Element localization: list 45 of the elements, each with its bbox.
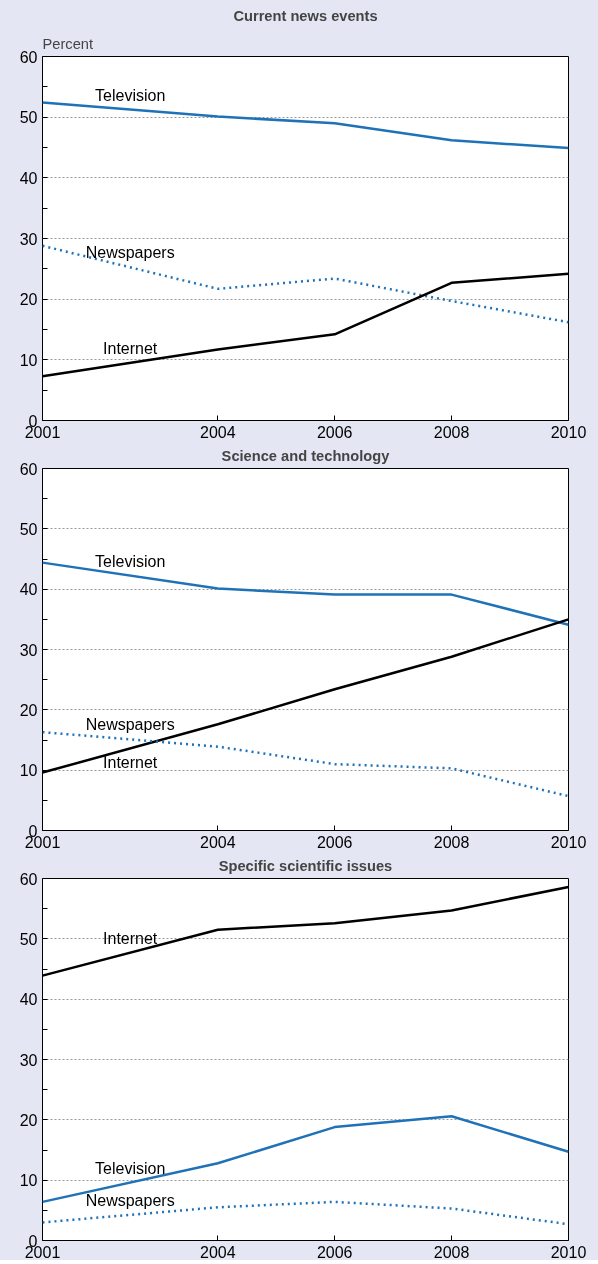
chart-title: Science and technology <box>221 447 391 464</box>
series-label: Television <box>95 1159 166 1177</box>
x-tick-label: 2004 <box>200 423 236 441</box>
x-tick-label: 2008 <box>433 423 470 441</box>
y-tick-label: 10 <box>19 762 38 780</box>
y-tick-label: 30 <box>19 1051 38 1069</box>
y-tick-label: 60 <box>19 460 38 478</box>
y-tick-label: 20 <box>19 1111 38 1129</box>
chart-title: Specific scientific issues <box>218 857 393 874</box>
chart-title: Current news events <box>233 7 378 24</box>
line-series <box>42 244 569 324</box>
x-tick-label: 2006 <box>316 833 353 851</box>
x-tick-label: 2006 <box>316 423 353 441</box>
series-label: Television <box>95 552 166 570</box>
y-tick-label: 40 <box>19 169 38 187</box>
x-tick-label: 2010 <box>550 833 587 851</box>
y-tick-label: 30 <box>19 230 38 248</box>
series-label: Newspapers <box>85 1191 175 1209</box>
x-tick-label: 2010 <box>550 1243 587 1261</box>
y-tick-label: 60 <box>19 48 38 66</box>
x-tick-label: 2008 <box>433 833 470 851</box>
y-tick-label: 10 <box>19 1172 38 1190</box>
y-axis-title: Percent <box>42 35 94 52</box>
series-label: Newspapers <box>85 716 175 734</box>
series-label: Internet <box>103 339 158 357</box>
y-tick-label: 20 <box>19 701 38 719</box>
x-tick-label: 2004 <box>200 1243 236 1261</box>
x-tick-label: 2006 <box>316 1243 353 1261</box>
x-tick-label: 2008 <box>433 1243 470 1261</box>
x-tick-label: 2004 <box>200 833 236 851</box>
series-label: Internet <box>103 929 158 947</box>
y-tick-label: 20 <box>19 291 38 309</box>
series-label: Newspapers <box>85 244 175 262</box>
y-tick-label: 40 <box>19 991 38 1009</box>
y-tick-label: 40 <box>19 581 38 599</box>
series-label: Television <box>95 86 166 104</box>
line-series <box>42 101 569 150</box>
y-tick-label: 50 <box>19 520 38 538</box>
y-tick-label: 60 <box>19 870 38 888</box>
y-tick-label: 30 <box>19 641 38 659</box>
y-tick-label: 50 <box>19 109 38 127</box>
y-tick-label: 50 <box>19 930 38 948</box>
y-tick-label: 10 <box>19 351 38 369</box>
x-tick-label: 2010 <box>550 423 587 441</box>
series-label: Internet <box>103 754 158 772</box>
